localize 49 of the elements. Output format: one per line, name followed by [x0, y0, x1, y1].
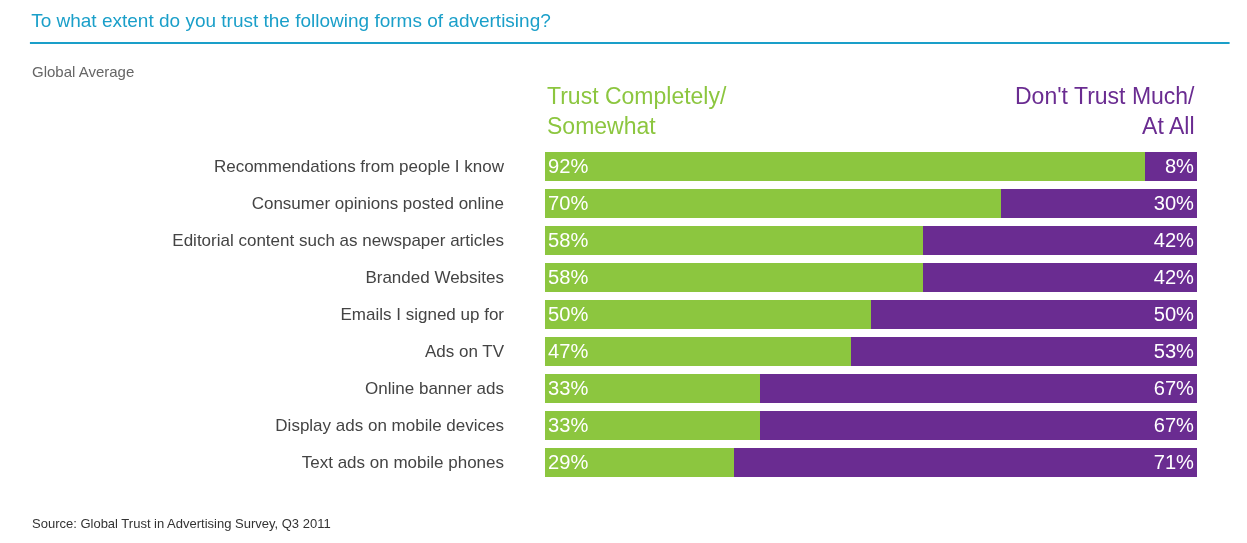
data-label: 50%	[1153, 303, 1195, 326]
data-label: 42%	[1153, 266, 1195, 289]
bar	[545, 337, 852, 366]
y-tick-label: Text ads on mobile phones	[301, 453, 504, 473]
bar	[545, 226, 924, 255]
y-tick-label: Emails I signed up for	[340, 305, 505, 325]
data-label: 67%	[1153, 414, 1195, 437]
bar	[545, 189, 1002, 218]
bar	[545, 448, 735, 477]
source-note: Source: Global Trust in Advertising Survey, Q3 2011	[32, 516, 331, 531]
data-label: 33%	[548, 377, 589, 400]
y-tick-label: Display ads on mobile devices	[275, 416, 504, 436]
bar	[545, 300, 871, 329]
series-label: Trust Completely/ Somewhat	[547, 83, 727, 139]
data-label: 92%	[548, 155, 589, 178]
bar	[760, 411, 1197, 440]
data-label: 47%	[548, 340, 589, 363]
y-tick-label: Branded Websites	[365, 268, 504, 288]
bar	[545, 411, 761, 440]
data-label: 42%	[1153, 229, 1195, 252]
bar	[1001, 189, 1197, 218]
text: Global Average	[32, 63, 135, 80]
data-label: 71%	[1153, 451, 1195, 474]
data-label: 33%	[548, 414, 589, 437]
bar	[871, 300, 1197, 329]
data-label: 29%	[548, 451, 589, 474]
y-tick-label: Ads on TV	[424, 342, 505, 362]
data-label: 58%	[548, 229, 589, 252]
data-label: 70%	[548, 192, 589, 215]
y-tick-label: Consumer opinions posted online	[251, 194, 504, 214]
bar	[851, 337, 1197, 366]
data-label: 30%	[1153, 192, 1195, 215]
data-label: 67%	[1153, 377, 1195, 400]
bar	[923, 263, 1197, 292]
bar	[545, 263, 924, 292]
data-label: 50%	[548, 303, 589, 326]
bar	[760, 374, 1197, 403]
bar	[545, 374, 761, 403]
data-label: 53%	[1153, 340, 1195, 363]
bar	[923, 226, 1197, 255]
y-tick-label: Online banner ads	[365, 379, 504, 399]
data-label: 58%	[548, 266, 589, 289]
y-tick-label: Recommendations from people I know	[213, 157, 505, 177]
series-label: Don't Trust Much/ At All	[1015, 83, 1196, 139]
bar	[734, 448, 1197, 477]
data-label: 8%	[1164, 155, 1195, 178]
y-tick-label: Editorial content such as newspaper articles	[172, 231, 504, 251]
bar	[545, 152, 1145, 181]
text: To what extent do you trust the following forms of advertising?	[31, 9, 551, 31]
